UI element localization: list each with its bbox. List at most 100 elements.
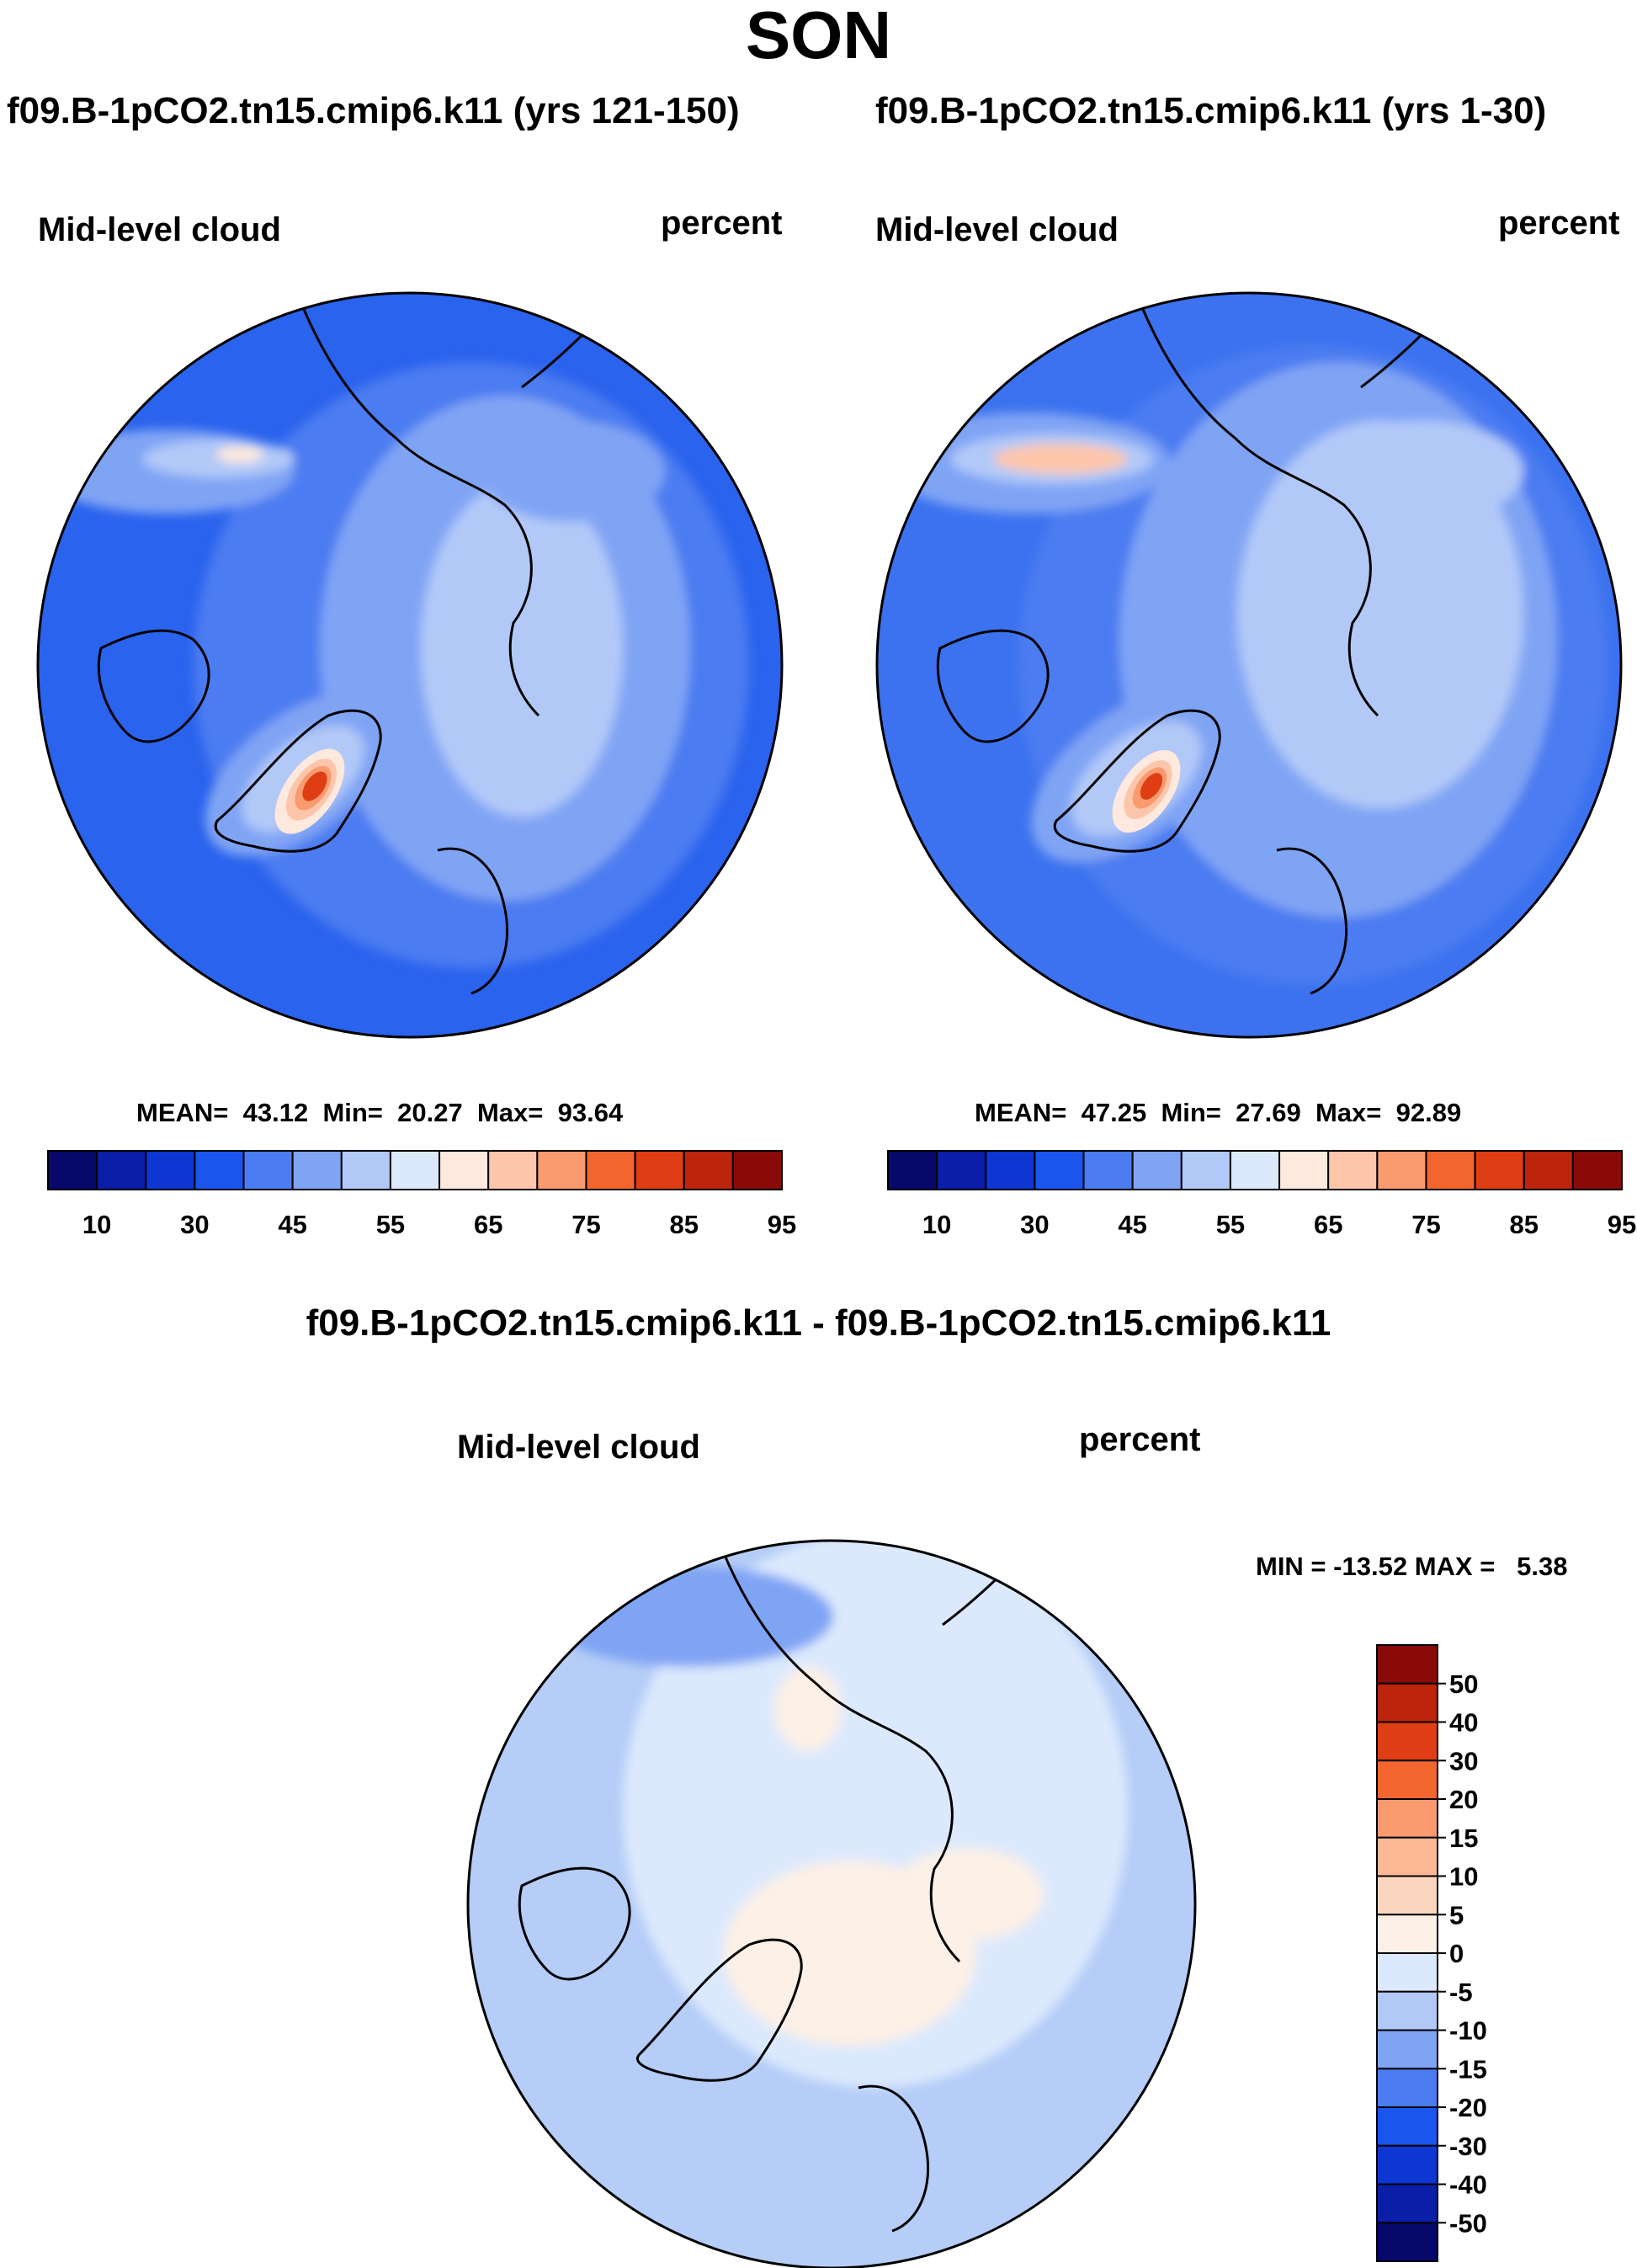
panel-1-colorbar-box [194, 1150, 245, 1190]
panel-2-mean-value: 47.25 [1081, 1098, 1147, 1127]
panel-1-colorbar-box [242, 1150, 294, 1190]
panel-3-colorbar-box [1376, 2144, 1438, 2185]
panel-2-colorbar-tick-label: 95 [1608, 1210, 1636, 1239]
panel-2-map-boundary [875, 291, 1623, 1039]
panel-3-siberia-neg [547, 1566, 833, 1667]
panel-1-colorbar-box [96, 1150, 147, 1190]
panel-3-colorbar-tick-label: -40 [1449, 2170, 1487, 2200]
panel-1-colorbar-box [389, 1150, 441, 1190]
panel-2-colorbar-tick-label: 45 [1118, 1210, 1146, 1239]
panel-3-positive-regions [724, 1667, 1044, 2046]
panel-3-pos-bering [774, 1667, 842, 1751]
panel-2-greenland-peak [1112, 750, 1181, 833]
panel-2-colorbar: 10 30 45 55 65 75 85 95 [887, 1150, 1636, 1239]
panel-3-colorbar-box [1376, 1682, 1438, 1723]
panel-2-asia-band [1321, 421, 1523, 522]
panel-3-colorbar-box [1376, 1990, 1438, 2031]
panel-1-colorbar-box [291, 1150, 343, 1190]
panel-1-stats: MEAN= 43.12 Min= 20.27 Max= 93.64 [136, 1098, 623, 1128]
panel-1-min-label: Min= [322, 1098, 383, 1127]
panel-3-title: f09.B-1pCO2.tn15.cmip6.k11 - f09.B-1pCO2… [306, 1302, 1331, 1344]
panel-3-colorbar-tick-label: -5 [1449, 1978, 1473, 2007]
panel-1-band-inner [421, 480, 623, 817]
panel-1-colorbar-box [487, 1150, 539, 1190]
panel-1-colorbar-box [634, 1150, 685, 1190]
panel-2-colorbar-tick-label: 85 [1509, 1210, 1538, 1239]
panel-3-units-label: percent [1079, 1421, 1201, 1458]
panel-2-title: f09.B-1pCO2.tn15.cmip6.k11 (yrs 1-30) [875, 90, 1547, 131]
panel-2-colorbar-box [887, 1150, 938, 1190]
panel-1-min-value: 20.27 [397, 1098, 463, 1127]
panel-2-europe-coast [1276, 847, 1348, 995]
panel-2-colorbar-box [1131, 1150, 1183, 1190]
panel-3-colorbar-tick-label: 20 [1449, 1785, 1478, 1814]
panel-1-map [38, 293, 782, 1037]
panel-1-units-label: percent [661, 205, 783, 242]
panel-2-peak-85 [1140, 773, 1163, 800]
panel-3-pos-europe [892, 1848, 1044, 1941]
panel-3-colorbar-box [1376, 1798, 1438, 1839]
panel-2-colorbar-tick-label: 65 [1314, 1210, 1342, 1239]
panel-1-peak-85 [302, 771, 327, 801]
panel-1-colorbar-box [47, 1150, 98, 1190]
panel-2-colorbar-tick-label: 30 [1020, 1210, 1049, 1239]
panel-2-colorbar-box [1571, 1150, 1624, 1190]
panel-3-colorbar-tick-label: -50 [1449, 2208, 1487, 2238]
panel-3-colorbar-tick-label: 5 [1449, 1900, 1464, 1930]
panel-3-colorbar-box [1376, 1721, 1438, 1762]
panel-3-colorbar-box [1376, 2222, 1438, 2262]
panel-1-variable-label: Mid-level cloud [38, 211, 281, 248]
panel-3-colorbar-box [1376, 1952, 1438, 1993]
panel-1-greenland-peak [274, 748, 345, 834]
panel-1-mean-value: 43.12 [242, 1098, 309, 1127]
panel-1-colorbar-tick-label: 30 [180, 1210, 209, 1239]
panel-1-max-value: 93.64 [557, 1098, 624, 1127]
panel-3-stats: MIN = -13.52 MAX = 5.38 [1256, 1552, 1568, 1582]
panel-3-colorbar-box [1376, 1644, 1438, 1685]
panel-1-colorbar: 10 30 45 55 65 75 85 95 [47, 1150, 796, 1239]
panel-2-colorbar-box [1523, 1150, 1574, 1190]
panel-2-colorbar-box [1327, 1150, 1379, 1190]
panel-1-europe-coast [437, 847, 509, 995]
panel-2-siberia-peak [993, 444, 1128, 474]
panel-3-colorbar-box [1376, 1760, 1438, 1800]
panel-2-canada-coast [936, 629, 1050, 743]
panel-2-colorbar-box [1474, 1150, 1525, 1190]
panel-1-colorbar-box [683, 1150, 734, 1190]
panel-3-colorbar-tick-label: 15 [1449, 1823, 1478, 1853]
panel-2-map [877, 293, 1621, 1037]
panel-3-max-value: 5.38 [1517, 1552, 1568, 1581]
panel-2-stats: MEAN= 47.25 Min= 27.69 Max= 92.89 [975, 1098, 1461, 1128]
panel-1-colorbar-tick-label: 75 [571, 1210, 600, 1239]
panel-2-colorbar-box [1180, 1150, 1231, 1190]
panel-3-colorbar-tick-label: -20 [1449, 2093, 1487, 2122]
panel-3-colorbar-box [1376, 1836, 1438, 1877]
panel-3-greenland-coast [636, 1938, 803, 2082]
panel-2-colorbar-box [1082, 1150, 1134, 1190]
panel-3-min-value: -13.52 [1333, 1552, 1408, 1581]
panel-2-greenland-coast [1053, 709, 1221, 853]
panel-3-europe-coast [858, 2084, 930, 2233]
panel-1-colorbar-box [536, 1150, 587, 1190]
panel-1-colorbar-box [145, 1150, 196, 1190]
panel-1-siberia-coast [293, 293, 540, 717]
panel-1-siberia-core [143, 440, 295, 477]
panel-3-max-label: MAX = [1414, 1552, 1496, 1581]
panel-2-max-value: 92.89 [1395, 1098, 1462, 1127]
panel-1-greenland-coast [214, 709, 382, 853]
panel-2-colorbar-box [1425, 1150, 1476, 1190]
panel-3-colorbar-tick-label: 10 [1449, 1862, 1478, 1892]
panel-2-variable-label: Mid-level cloud [875, 211, 1119, 248]
panel-2-colorbar-box [985, 1150, 1036, 1190]
panel-2-colorbar-box [1376, 1150, 1427, 1190]
panel-2-mean-label: MEAN= [975, 1098, 1067, 1127]
panel-1-mean-label: MEAN= [136, 1098, 229, 1127]
panel-1-colorbar-box [340, 1150, 391, 1190]
panel-3-colorbar-box [1376, 2183, 1438, 2224]
panel-2-siberia-coast [1132, 293, 1379, 717]
panel-2-colorbar-tick-label: 10 [922, 1210, 951, 1239]
panel-2-colorbar-box [1034, 1150, 1085, 1190]
panel-3-map [468, 1541, 1195, 2268]
panel-1-colorbar-tick-label: 65 [474, 1210, 502, 1239]
